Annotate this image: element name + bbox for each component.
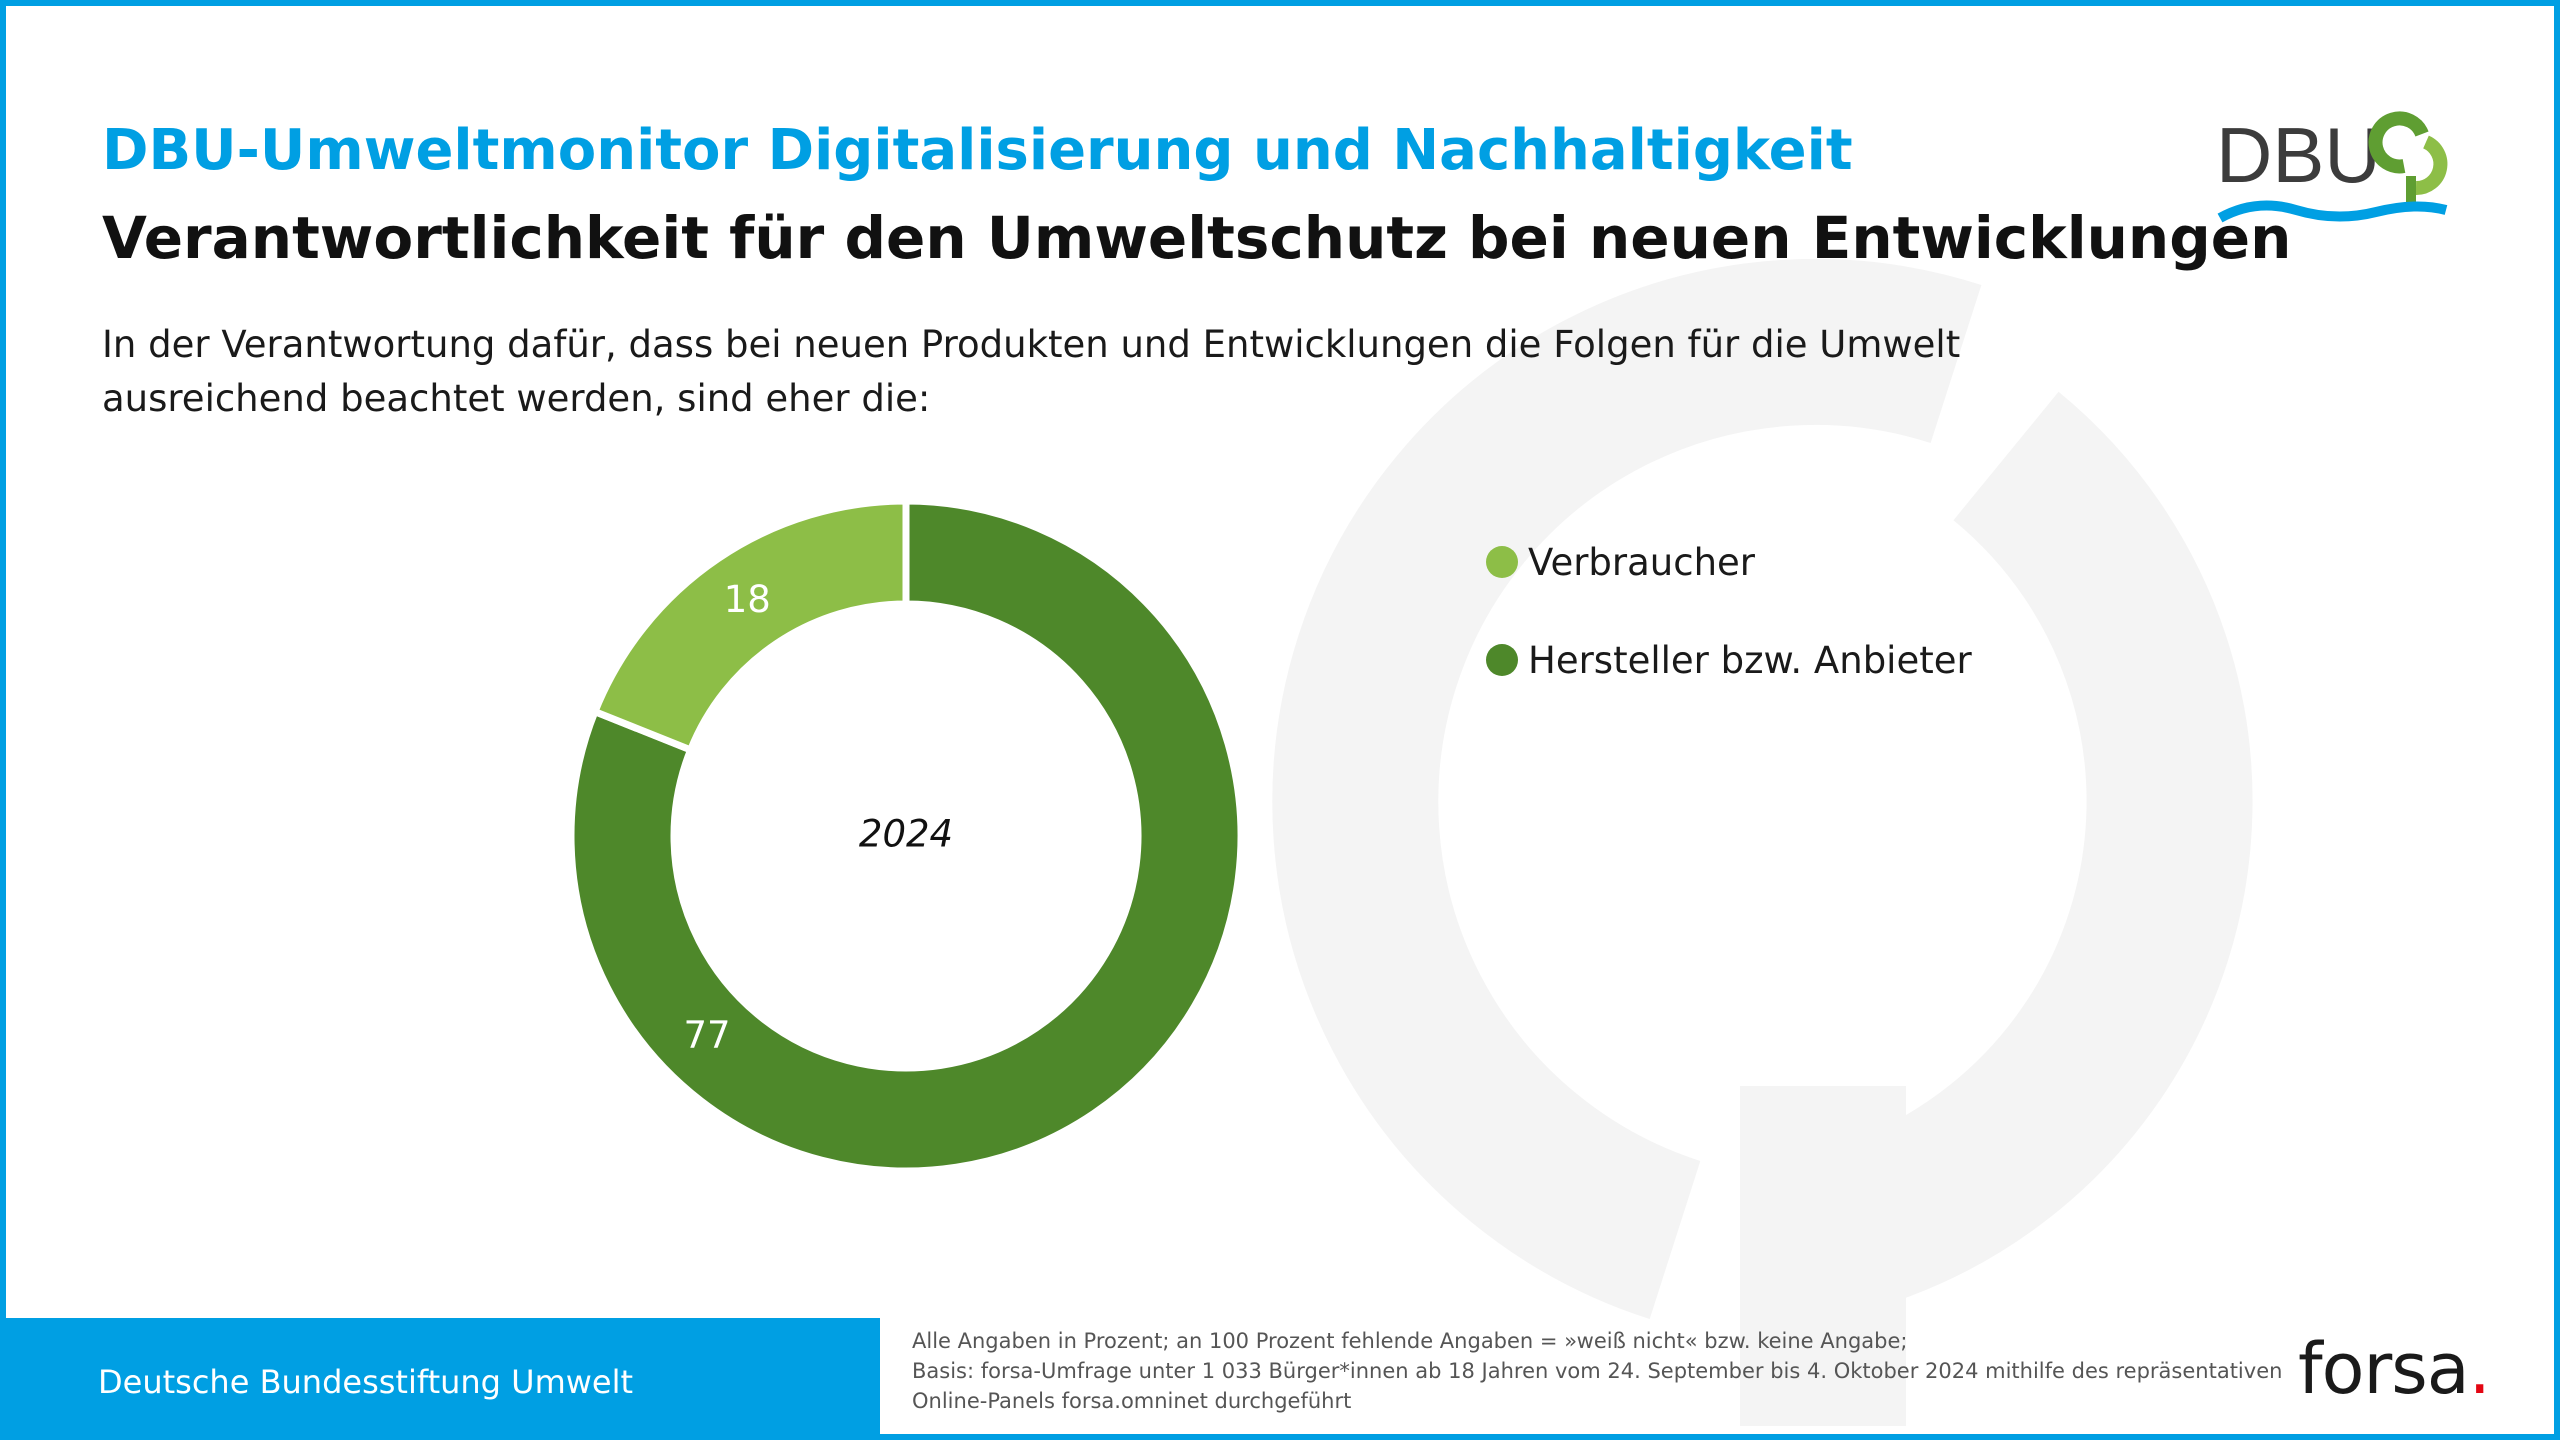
watermark-ring-icon	[1272, 259, 2253, 1426]
legend-item-hersteller: Hersteller bzw. Anbieter	[1486, 630, 1972, 690]
chart-legend: Verbraucher Hersteller bzw. Anbieter	[1486, 532, 1972, 728]
legend-item-verbraucher: Verbraucher	[1486, 532, 1972, 592]
dbu-logo-text: DBU	[2216, 111, 2381, 199]
page-title: Verantwortlichkeit für den Umweltschutz …	[102, 204, 2292, 272]
forsa-logo-dot: .	[2468, 1328, 2491, 1410]
chart-center-label: 2024	[859, 813, 953, 856]
legend-label-hersteller: Hersteller bzw. Anbieter	[1528, 638, 1972, 682]
footer-band	[6, 1318, 880, 1434]
footer-organization: Deutsche Bundesstiftung Umwelt	[98, 1363, 634, 1401]
survey-question: In der Verantwortung dafür, dass bei neu…	[102, 323, 1961, 420]
donut-slice-verbraucher	[590, 497, 910, 755]
footer-note-line: Basis: forsa-Umfrage unter 1 033 Bürger*…	[912, 1359, 2283, 1383]
forsa-logo: forsa.	[2298, 1328, 2491, 1410]
dbu-logo-icon: DBU	[2216, 111, 2448, 223]
footer-note-line: Alle Angaben in Prozent; an 100 Prozent …	[912, 1329, 1908, 1353]
legend-label-verbraucher: Verbraucher	[1528, 540, 1756, 584]
data-label-hersteller: 77	[683, 1014, 730, 1057]
forsa-logo-text: forsa	[2298, 1328, 2470, 1410]
data-label-verbraucher: 18	[724, 578, 771, 621]
legend-swatch-hersteller	[1486, 644, 1518, 676]
footer-note-line: Online-Panels forsa.omninet durchgeführt	[912, 1389, 1352, 1413]
legend-swatch-verbraucher	[1486, 546, 1518, 578]
kicker-title: DBU-Umweltmonitor Digitalisierung und Na…	[102, 118, 1853, 183]
footer-notes: Alle Angaben in Prozent; an 100 Prozent …	[912, 1326, 2292, 1416]
donut-slice-hersteller	[567, 497, 1245, 1175]
donut-chart: 77 18 2024	[567, 497, 1245, 1175]
